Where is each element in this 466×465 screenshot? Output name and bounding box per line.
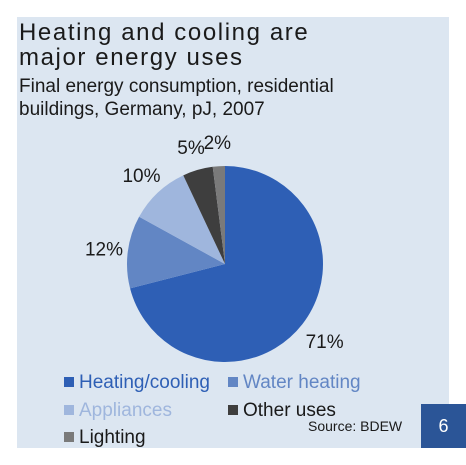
data-label-water-heating: 12% (85, 240, 123, 261)
legend-item-lighting: Lighting (64, 428, 146, 448)
legend-swatch-appliances (64, 405, 74, 415)
data-label-other-uses: 5% (177, 138, 205, 159)
legend-item-water-heating: Water heating (228, 373, 361, 393)
data-label-heating-cooling: 71% (306, 332, 344, 353)
data-label-appliances: 10% (122, 166, 160, 187)
legend-label-heating-cooling: Heating/cooling (79, 372, 210, 393)
legend-label-appliances: Appliances (79, 400, 172, 421)
legend-swatch-water-heating (228, 377, 238, 387)
legend-item-heating-cooling: Heating/cooling (64, 373, 210, 393)
legend-swatch-other-uses (228, 405, 238, 415)
pie-slice-appliances (139, 175, 225, 264)
pie-chart: 71% 12% 10% 5%2% (85, 133, 344, 362)
title-line-2: major energy uses (19, 44, 244, 71)
legend-label-water-heating: Water heating (243, 372, 361, 393)
pie-slice-other-uses (183, 166, 225, 264)
data-label-lighting: 2% (204, 133, 232, 154)
pie-slice-lighting (212, 166, 225, 264)
pie-slice-heating-cooling (130, 166, 323, 362)
pie-slice-water-heating (127, 216, 225, 289)
legend-item-appliances: Appliances (64, 401, 172, 421)
source-note: Source: BDEW (308, 418, 403, 434)
legend-swatch-heating-cooling (64, 377, 74, 387)
chart-subtitle: Final energy consumption, residential bu… (19, 76, 334, 120)
slide-title: Heating and cooling are major energy use… (19, 20, 309, 70)
legend-swatch-lighting (64, 432, 74, 442)
legend-item-other-uses: Other uses (228, 401, 336, 421)
legend-label-other-uses: Other uses (243, 400, 336, 421)
page-number-badge: 6 (421, 404, 466, 448)
legend-label-lighting: Lighting (79, 427, 146, 448)
title-line-1: Heating and cooling are (19, 19, 310, 46)
